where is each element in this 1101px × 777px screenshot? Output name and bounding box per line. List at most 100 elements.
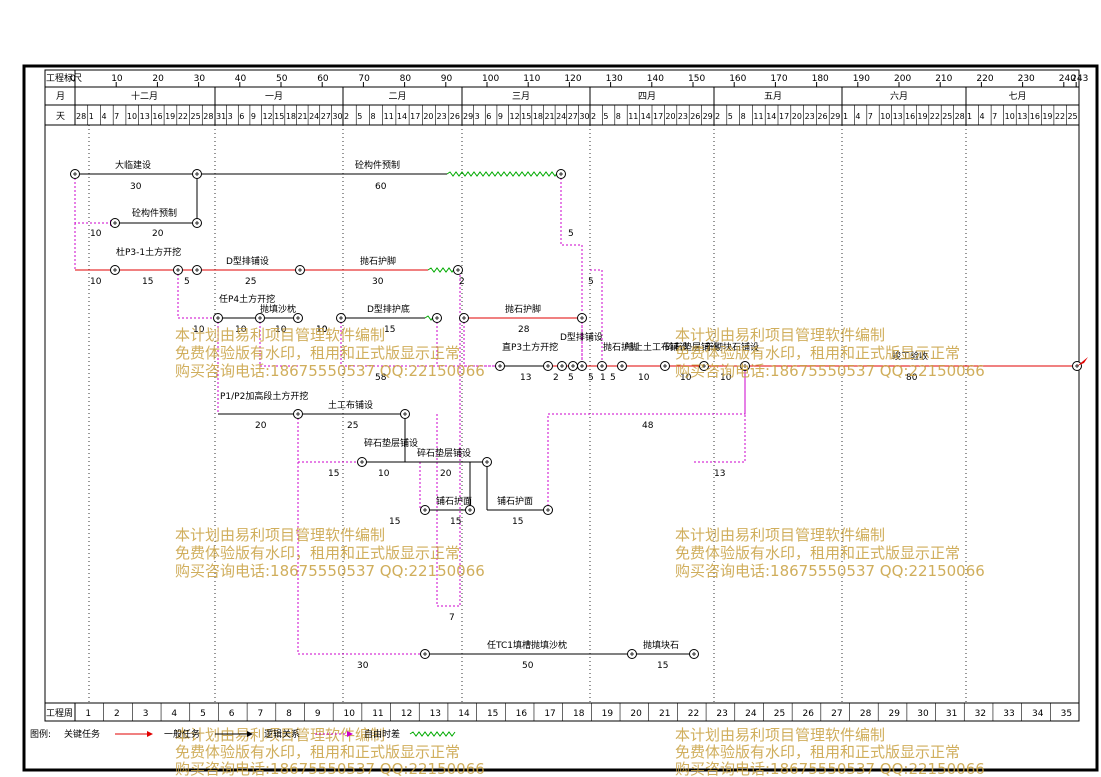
day-cell: 17: [653, 112, 663, 121]
watermarks: 本计划由易利项目管理软件编制 免费体验版有水印，租用和正式版显示正常 购买咨询电…: [175, 326, 985, 777]
week-cell: 16: [516, 709, 528, 719]
month-cell: 六月: [890, 90, 908, 102]
week-cell: 5: [200, 709, 206, 719]
task-duration: 10: [680, 373, 692, 383]
event-node: [482, 457, 492, 467]
event-node: [293, 313, 303, 323]
float-label: 5: [588, 373, 594, 383]
event-node: [110, 218, 120, 228]
day-cell: 2: [715, 112, 720, 121]
week-cell: 8: [286, 709, 292, 719]
day-cell: 28: [203, 112, 213, 121]
float-labels: 10 10 10 5 10 10 2 5 58 2 5 5 48 15 15 1…: [90, 229, 725, 671]
task-duration: 28: [518, 325, 530, 335]
float-label: 5: [588, 277, 594, 287]
task-name: 铺石护面: [497, 495, 533, 507]
task-duration: 60: [375, 182, 387, 192]
day-cell: 7: [868, 112, 873, 121]
event-node: [465, 505, 475, 515]
day-cell: 16: [905, 112, 915, 121]
week-cell: 14: [458, 709, 470, 719]
week-cell: 12: [401, 709, 412, 719]
scale-tick: 50: [276, 74, 288, 84]
day-cell: 7: [114, 112, 119, 121]
watermark-line: 本计划由易利项目管理软件编制: [675, 326, 885, 344]
event-node: [192, 169, 202, 179]
day-cell: 19: [917, 112, 927, 121]
event-node: [110, 265, 120, 275]
day-cells: 28 1 4 7 10 13 16 19 22 25 28 31 3 6 9 12 15 18 21 24 27 30 2 5…: [76, 105, 1078, 125]
task-name: 碎石垫层铺设: [364, 437, 418, 449]
task-name: 抛填沙枕: [260, 303, 296, 315]
event-node: [543, 505, 553, 515]
event-node: [70, 169, 80, 179]
day-cell: 9: [251, 112, 256, 121]
week-cell: 31: [946, 709, 957, 719]
week-cells: 1 2 3 4 5 6 7 8 9 10 11 12 13 14 15 16 17 18 19 20 21 22 23 24 2…: [85, 703, 1072, 721]
day-cell: 11: [384, 112, 394, 121]
task-duration: 30: [130, 182, 142, 192]
task-duration: 10: [235, 325, 247, 335]
task-duration: 15: [657, 661, 668, 671]
day-cell: 29: [703, 112, 713, 121]
week-cell: 35: [1061, 709, 1072, 719]
timeline-header: 工程标尺 月 天 0 10 20 30 40 50 60 70 80 90 100 110 120 130…: [45, 70, 1088, 126]
day-cell: 12: [263, 112, 273, 121]
float-label: 10: [90, 277, 102, 287]
day-cell: 1: [843, 112, 848, 121]
task-duration: 15: [384, 325, 395, 335]
month-label: 月: [56, 91, 65, 102]
task-name: 铺石护面: [436, 495, 472, 507]
scale-tick: 243: [1071, 74, 1088, 84]
event-node: [432, 313, 442, 323]
day-cell: 4: [855, 112, 860, 121]
day-cell: 8: [741, 112, 746, 121]
task-duration: 25: [245, 277, 256, 287]
week-cell: 22: [688, 709, 699, 719]
day-cell: 2: [344, 112, 349, 121]
task-duration: 25: [347, 421, 358, 431]
week-cell: 26: [802, 709, 814, 719]
day-cell: 3: [475, 112, 480, 121]
day-label: 天: [56, 112, 65, 122]
scale-tick: 150: [688, 74, 705, 84]
day-cell: 28: [76, 112, 86, 121]
watermark-line: 本计划由易利项目管理软件编制: [675, 526, 885, 544]
task-name: 杜P3-1土方开挖: [116, 246, 181, 258]
task-duration: 50: [522, 661, 534, 671]
scale-tick: 0: [70, 74, 76, 84]
float-label: 10: [193, 325, 205, 335]
float-label: 15: [328, 469, 339, 479]
day-cell: 5: [357, 112, 362, 121]
watermark-line: 免费体验版有水印，租用和正式版显示正常: [675, 344, 960, 362]
float-label: 2: [553, 373, 559, 383]
week-cell: 7: [257, 709, 263, 719]
float-label: 10: [90, 229, 102, 239]
day-cell: 5: [603, 112, 608, 121]
event-node: [557, 361, 567, 371]
watermark-line: 本计划由易利项目管理软件编制: [175, 726, 385, 744]
day-cell: 4: [980, 112, 985, 121]
watermark-line: 免费体验版有水印，租用和正式版显示正常: [675, 544, 960, 562]
day-cell: 16: [1030, 112, 1040, 121]
scale-ticks: 0 10 20 30 40 50 60 70 80 90 100 110 120 130 140 150 160…: [70, 74, 1088, 87]
legend-free-float-label: 自由时差: [364, 728, 400, 740]
day-cell: 14: [641, 112, 651, 121]
day-cell: 17: [410, 112, 420, 121]
task-name: 抛石护脚: [603, 341, 639, 353]
month-cell: 三月: [512, 91, 530, 102]
day-cell: 1: [89, 112, 94, 121]
day-cell: 30: [332, 112, 342, 121]
task-name: 竣工验收: [892, 350, 928, 362]
day-cell: 14: [766, 112, 776, 121]
event-node: [213, 313, 223, 323]
task-name: 砼构件预制: [132, 207, 177, 219]
week-cell: 32: [975, 709, 986, 719]
month-cell: 十二月: [131, 90, 158, 102]
event-node: [617, 361, 627, 371]
scale-tick: 220: [976, 74, 993, 84]
task-name: 碎石垫层铺设: [417, 447, 471, 459]
scale-tick: 140: [647, 74, 664, 84]
task-name: 大临建设: [115, 159, 151, 171]
task-duration: 30: [372, 277, 384, 287]
